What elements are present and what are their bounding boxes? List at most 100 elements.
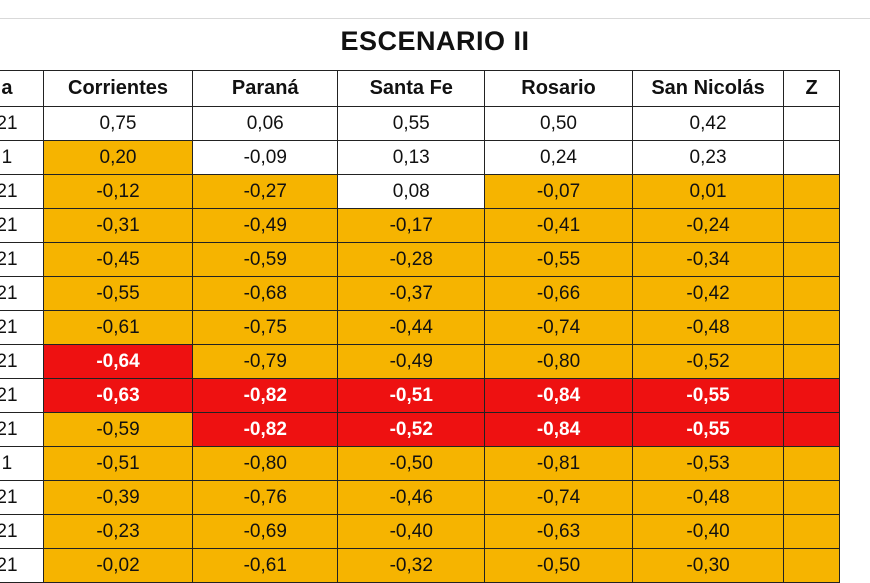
- value-cell: -0,31: [42, 208, 194, 243]
- value-cell: -0,61: [42, 310, 194, 345]
- value-cell: -0,39: [42, 480, 194, 515]
- value-cell: -0,42: [631, 276, 785, 311]
- value-cell: -0,63: [484, 514, 633, 549]
- value-cell: [783, 344, 840, 379]
- value-cell: -0,69: [192, 514, 339, 549]
- value-cell: -0,51: [337, 378, 486, 413]
- table-title: ESCENARIO II: [340, 26, 530, 56]
- value-cell: 0,01: [631, 174, 785, 209]
- value-cell: 0,24: [484, 140, 633, 175]
- value-cell: -0,07: [484, 174, 633, 209]
- row-date-cell: 21: [0, 310, 44, 345]
- value-cell: -0,46: [337, 480, 486, 515]
- table-row: 21-0,31-0,49-0,17-0,41-0,24: [0, 208, 840, 243]
- row-date-cell: 21: [0, 106, 44, 141]
- table-row: 21-0,55-0,68-0,37-0,66-0,42: [0, 276, 840, 311]
- value-cell: -0,24: [631, 208, 785, 243]
- value-cell: -0,23: [42, 514, 194, 549]
- value-cell: -0,82: [192, 378, 339, 413]
- value-cell: -0,51: [42, 446, 194, 481]
- value-cell: -0,12: [42, 174, 194, 209]
- table-row: 21-0,12-0,270,08-0,070,01: [0, 174, 840, 209]
- value-cell: -0,34: [631, 242, 785, 277]
- row-date-cell: 21: [0, 344, 44, 379]
- value-cell: [783, 548, 840, 583]
- row-date-cell: 21: [0, 412, 44, 447]
- value-cell: -0,55: [484, 242, 633, 277]
- value-cell: [783, 208, 840, 243]
- value-cell: -0,55: [631, 378, 785, 413]
- value-cell: -0,64: [42, 344, 194, 379]
- value-cell: 0,75: [42, 106, 194, 141]
- value-cell: -0,48: [631, 310, 785, 345]
- value-cell: 0,55: [337, 106, 486, 141]
- header-date: a: [0, 70, 44, 107]
- row-date-cell: 21: [0, 480, 44, 515]
- value-cell: -0,55: [631, 412, 785, 447]
- value-cell: [783, 514, 840, 549]
- table-row: 21-0,59-0,82-0,52-0,84-0,55: [0, 412, 840, 447]
- value-cell: -0,82: [192, 412, 339, 447]
- value-cell: [783, 106, 840, 141]
- value-cell: -0,41: [484, 208, 633, 243]
- table-row: 21-0,23-0,69-0,40-0,63-0,40: [0, 514, 840, 549]
- row-date-cell: 21: [0, 208, 44, 243]
- value-cell: -0,40: [631, 514, 785, 549]
- row-date-cell: 21: [0, 174, 44, 209]
- value-cell: 0,13: [337, 140, 486, 175]
- value-cell: [783, 310, 840, 345]
- value-cell: -0,49: [337, 344, 486, 379]
- value-cell: -0,28: [337, 242, 486, 277]
- value-cell: -0,76: [192, 480, 339, 515]
- value-cell: -0,17: [337, 208, 486, 243]
- value-cell: -0,74: [484, 480, 633, 515]
- value-cell: 0,20: [42, 140, 194, 175]
- row-date-cell: 1: [0, 446, 44, 481]
- value-cell: [783, 174, 840, 209]
- value-cell: -0,52: [631, 344, 785, 379]
- value-cell: -0,59: [42, 412, 194, 447]
- value-cell: -0,80: [484, 344, 633, 379]
- value-cell: -0,49: [192, 208, 339, 243]
- data-table: a Corrientes Paraná Santa Fe Rosario San…: [0, 70, 840, 583]
- table-row: 1 0,20 -0,09 0,13 0,24 0,23: [0, 140, 840, 175]
- value-cell: -0,32: [337, 548, 486, 583]
- value-cell: 0,23: [631, 140, 785, 175]
- value-cell: [783, 480, 840, 515]
- value-cell: [783, 242, 840, 277]
- value-cell: -0,48: [631, 480, 785, 515]
- value-cell: -0,74: [484, 310, 633, 345]
- top-divider: [0, 18, 870, 19]
- value-cell: 0,42: [631, 106, 785, 141]
- value-cell: 0,50: [484, 106, 633, 141]
- value-cell: -0,50: [484, 548, 633, 583]
- value-cell: -0,84: [484, 378, 633, 413]
- value-cell: -0,55: [42, 276, 194, 311]
- value-cell: -0,79: [192, 344, 339, 379]
- value-cell: 0,08: [337, 174, 486, 209]
- row-date-cell: 21: [0, 242, 44, 277]
- table-row: 1 -0,51 -0,80 -0,50 -0,81 -0,53: [0, 446, 840, 481]
- value-cell: -0,52: [337, 412, 486, 447]
- value-cell: -0,75: [192, 310, 339, 345]
- row-date-cell: 21: [0, 276, 44, 311]
- value-cell: -0,40: [337, 514, 486, 549]
- value-cell: -0,81: [484, 446, 633, 481]
- row-date-cell: 21: [0, 548, 44, 583]
- value-cell: -0,30: [631, 548, 785, 583]
- value-cell: -0,63: [42, 378, 194, 413]
- table-row: 21-0,45-0,59-0,28-0,55-0,34: [0, 242, 840, 277]
- row-date-cell: 21: [0, 514, 44, 549]
- table-row: 21-0,02-0,61-0,32-0,50-0,30: [0, 548, 840, 583]
- header-san-nicolas: San Nicolás: [631, 70, 785, 107]
- value-cell: [783, 446, 840, 481]
- value-cell: -0,59: [192, 242, 339, 277]
- table-row: 21-0,63-0,82-0,51-0,84-0,55: [0, 378, 840, 413]
- header-parana: Paraná: [192, 70, 339, 107]
- value-cell: -0,50: [337, 446, 486, 481]
- value-cell: [783, 276, 840, 311]
- value-cell: -0,02: [42, 548, 194, 583]
- header-rosario: Rosario: [484, 70, 633, 107]
- value-cell: -0,68: [192, 276, 339, 311]
- value-cell: -0,80: [192, 446, 339, 481]
